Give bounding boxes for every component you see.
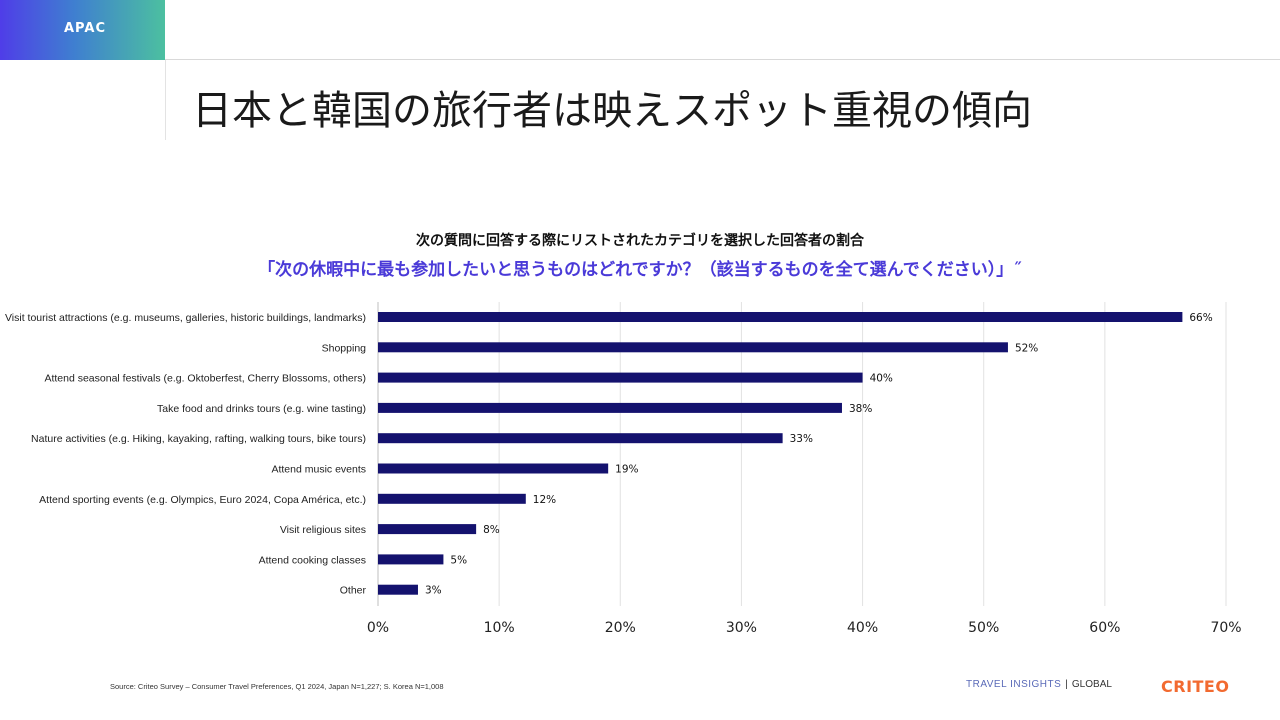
x-tick-label: 30% [726,620,757,636]
value-label: 8% [483,524,500,536]
bar [378,524,477,535]
bar [378,493,526,504]
bar [378,372,863,383]
value-label: 12% [533,494,556,506]
title-side-divider [165,60,166,140]
bar [378,312,1183,322]
bar [378,584,418,595]
x-tick-label: 70% [1210,620,1241,636]
category-label: Visit religious sites [280,524,366,536]
category-label: Attend music events [271,464,366,476]
travel-insights-label: TRAVEL INSIGHTS [966,679,1062,690]
category-label: Other [340,585,367,597]
x-tick-label: 10% [484,620,515,636]
value-label: 19% [615,464,638,476]
value-label: 3% [425,585,442,597]
category-label: Shopping [322,342,367,354]
category-label: Attend cooking classes [259,554,366,566]
x-tick-label: 60% [1089,620,1120,636]
bar [378,342,1008,353]
value-label: 5% [450,554,467,566]
bar [378,433,783,444]
slide-title: 日本と韓国の旅行者は映えスポット重視の傾向 [192,88,1032,134]
value-label: 33% [790,433,813,445]
value-label: 66% [1189,312,1212,324]
category-label: Visit tourist attractions (e.g. museums,… [5,312,366,324]
x-tick-label: 40% [847,620,878,636]
category-label: Take food and drinks tours (e.g. wine ta… [157,403,366,415]
value-label: 38% [849,403,872,415]
bar [378,463,609,474]
category-label: Nature activities (e.g. Hiking, kayaking… [31,433,366,445]
x-tick-label: 50% [968,620,999,636]
category-label: Attend seasonal festivals (e.g. Oktoberf… [44,373,366,385]
x-tick-label: 20% [605,620,636,636]
value-label: 52% [1015,342,1038,354]
category-label: Attend sporting events (e.g. Olympics, E… [39,494,366,506]
chart-subtitle: 次の質問に回答する際にリストされたカテゴリを選択した回答者の割合 [416,233,864,249]
source-note: Source: Criteo Survey – Consumer Travel … [110,682,444,691]
footer-separator: | [1065,679,1068,690]
global-label: GLOBAL [1071,679,1112,690]
region-tag-label: APAC [64,21,106,36]
footer-brand: TRAVEL INSIGHTS | GLOBAL [966,679,1112,690]
region-tag: APAC [0,0,165,60]
bar [378,402,842,413]
criteo-logo: CRITEO [1161,677,1230,696]
value-label: 40% [870,373,893,385]
chart-question: 「次の休暇中に最も参加したいと思うものはどれですか？（該当するものを全て選んでく… [258,260,1022,280]
header-divider [165,59,1280,60]
x-tick-label: 0% [367,620,389,636]
bar [378,554,444,565]
